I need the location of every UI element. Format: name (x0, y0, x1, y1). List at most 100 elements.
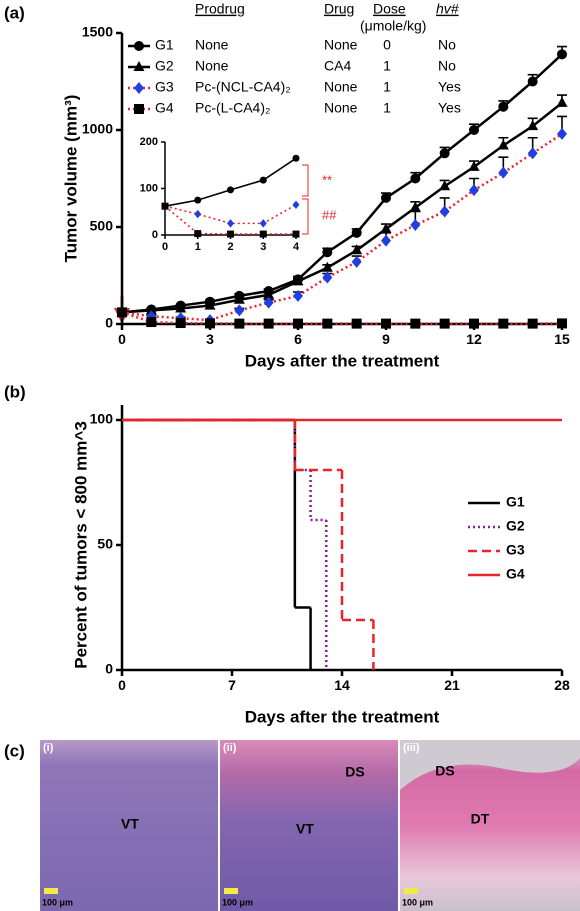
region-label: DS (345, 764, 364, 780)
marker (233, 293, 245, 304)
marker (439, 180, 451, 191)
marker (557, 318, 567, 329)
y-axis-label: Tumor volume (mm³) (61, 95, 80, 263)
y-tick-label: 100 (140, 182, 158, 194)
annotation: ** (322, 172, 332, 187)
panel-label: (b) (4, 382, 26, 401)
histology-image (40, 740, 218, 911)
marker (469, 318, 479, 329)
marker (351, 255, 362, 268)
marker (409, 201, 421, 212)
series-line (121, 101, 563, 314)
scale-bar (44, 888, 58, 894)
y-tick-label: 0 (105, 315, 113, 331)
marker (263, 318, 274, 329)
marker (234, 318, 245, 329)
annotation: ## (322, 207, 337, 222)
legend-cell: Yes (438, 100, 461, 116)
x-tick-label: 0 (118, 677, 126, 693)
marker (227, 186, 234, 194)
histology-images (40, 740, 580, 911)
legend-label: G3 (155, 79, 174, 95)
series-line (164, 157, 297, 207)
marker (194, 196, 202, 204)
marker (557, 49, 567, 60)
legend-cell: None (195, 58, 229, 74)
marker (263, 296, 274, 309)
legend-cell: 0 (383, 37, 391, 53)
image-label: (ii) (223, 742, 237, 754)
x-tick-label: 28 (554, 677, 570, 693)
marker (204, 299, 216, 310)
marker (292, 200, 300, 209)
marker (146, 317, 157, 328)
marker (293, 289, 303, 302)
marker (351, 318, 362, 329)
scale-bar-label: 100 μm (402, 897, 433, 907)
marker (227, 230, 234, 238)
marker (381, 192, 391, 203)
marker (498, 166, 509, 179)
x-tick-label: 12 (466, 331, 482, 347)
x-tick-label: 9 (382, 331, 390, 347)
marker (410, 173, 421, 184)
marker (321, 261, 333, 272)
marker (263, 288, 275, 299)
marker (322, 318, 333, 329)
marker (194, 209, 202, 219)
marker (439, 205, 450, 218)
series-line (121, 132, 563, 322)
marker (498, 101, 509, 112)
marker (468, 160, 480, 171)
legend-label: G4 (506, 566, 525, 582)
marker (322, 247, 333, 258)
marker (194, 230, 202, 238)
marker (117, 307, 127, 318)
x-tick-label: 6 (294, 331, 302, 347)
legend-cell: 1 (383, 58, 391, 74)
legend-cell: 1 (383, 100, 391, 116)
legend-cell: None (195, 37, 229, 53)
marker (380, 222, 392, 233)
legend-marker (134, 104, 144, 114)
marker (497, 139, 509, 150)
legend-marker (134, 82, 144, 94)
legend-cell: Pc-(NCL-CA4)₂ (195, 79, 291, 95)
marker (205, 318, 215, 329)
x-tick-label: 3 (206, 331, 214, 347)
panel-label: (a) (4, 3, 25, 22)
legend-header: Dose (373, 1, 406, 17)
marker (292, 154, 300, 162)
marker (145, 304, 157, 315)
image-label: (iii) (403, 742, 420, 754)
marker (351, 227, 362, 238)
marker (439, 148, 450, 159)
legend-cell: None (324, 79, 358, 95)
panel-label: (c) (4, 741, 25, 760)
x-axis-label: Days after the treatment (245, 707, 440, 726)
marker (381, 318, 391, 329)
x-tick-label: 21 (444, 677, 460, 693)
region-label: VT (121, 816, 139, 832)
legend-label: G1 (155, 37, 174, 53)
marker (469, 184, 479, 197)
y-tick-label: 500 (90, 218, 114, 234)
marker (527, 318, 538, 329)
x-axis-label: Days after the treatment (245, 351, 440, 370)
legend-label: G2 (155, 58, 174, 74)
marker (351, 244, 363, 255)
marker (292, 230, 300, 238)
legend-label: G1 (506, 494, 525, 510)
marker (175, 318, 186, 329)
x-tick-label: 14 (334, 677, 350, 693)
marker (527, 120, 539, 131)
x-tick-label: 0 (118, 331, 126, 347)
y-tick-label: 1000 (82, 121, 113, 137)
y-tick-label: 200 (140, 136, 158, 148)
legend-cell: None (324, 100, 358, 116)
significance-bracket (302, 198, 309, 235)
marker (234, 304, 245, 317)
legend-header-unit: (μmole/kg) (360, 18, 426, 34)
series-line (121, 53, 563, 314)
image-label: (i) (43, 742, 54, 754)
